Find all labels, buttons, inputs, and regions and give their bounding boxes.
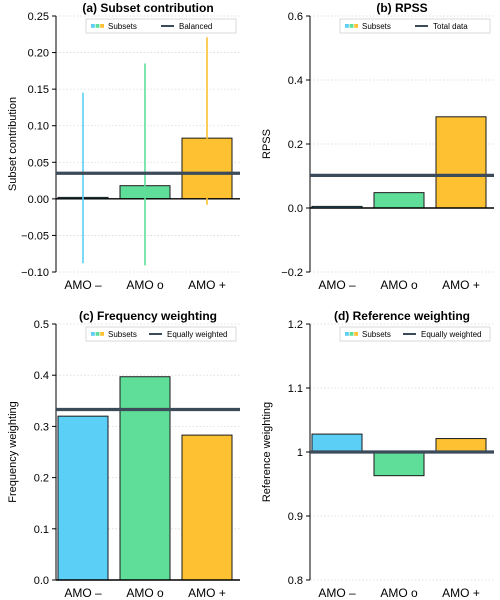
panel-1-y-axis-label: Subset contribution [7,97,19,191]
panel-4-legend-swatch-2 [349,332,354,336]
panel-2-y-axis-label: RPSS [261,129,273,159]
panel-3-y-tick-label: 0.0 [34,575,49,587]
panel-1-legend-swatch-2 [95,24,100,28]
panel-4-title: (d) Reference weighting [334,309,470,323]
panel-4-category-label-2: AMO o [380,586,418,600]
panel-1-title: (a) Subset contribution [82,1,213,15]
panel-2-y-tick-label: 0.0 [288,203,303,215]
panel-4-category-label-1: AMO – [318,586,356,600]
panel-3-title: (c) Frequency weighting [79,309,217,323]
panel-1: (a) Subset contribution −0.10 −0.05 0.00 0.0… [7,1,240,292]
panel-4-legend-swatch-3 [354,332,358,336]
panel-1-y-tick-label: −0.05 [21,230,49,242]
panel-1-y-tick-label: −0.10 [21,267,49,279]
panel-3-legend-reference-label: Equally weighted [167,330,227,339]
panel-3-y-axis-label: Frequency weighting [7,401,19,503]
panel-4-y-tick-label: 1.1 [288,383,303,395]
panel-4-y-tick-label: 0.8 [288,575,303,587]
panel-3-y-tick-label: 0.2 [34,473,49,485]
panel-1-y-tick-label: 0.00 [28,194,49,206]
panel-3-y-tick-label: 0.1 [34,524,49,536]
panel-4-bar-3 [435,438,487,453]
panel-3-legend-swatch-3 [100,332,104,336]
panel-2-y-tick-label: 0.2 [288,139,303,151]
panel-2-y-tick-label: −0.2 [281,267,303,279]
panel-2-bar-3 [435,116,487,209]
panel-4-category-label-3: AMO + [442,586,480,600]
panel-1-y-tick-label: 0.20 [28,48,49,60]
panel-2-category-label-2: AMO o [380,278,418,292]
panel-2-y-tick-label: 0.6 [288,11,303,23]
panel-4-legend-subsets-label: Subsets [362,330,391,339]
panel-4-bar-2 [373,451,425,477]
panel-2-bar-2 [373,192,425,209]
panel-2-y-tick-label: 0.4 [288,75,303,87]
panel-4-y-axis-label: Reference weighting [261,402,273,502]
panel-3-category-label-3: AMO + [188,586,226,600]
panel-2: (b) RPSS −0.2 0.0 0.2 0.4 0.6 RPSS AMO – AMO o AM… [261,1,494,292]
panel-4-y-tick-label: 1 [297,447,303,459]
panel-1-legend-swatch-1 [91,24,95,28]
panel-2-legend-swatch-1 [345,24,349,28]
panel-1-y-tick-label: 0.15 [28,84,49,96]
panel-3-bar-1 [57,415,109,581]
panel-3-category-label-2: AMO o [126,586,164,600]
panel-1-legend-subsets-label: Subsets [108,22,137,31]
panel-2-legend-reference-label: Total data [433,22,468,31]
panel-1-y-tick-label: 0.05 [28,157,49,169]
panel-2-legend-swatch-2 [349,24,354,28]
panel-2-title: (b) RPSS [376,1,427,15]
panel-3-bar-3 [181,434,233,581]
panel-3-y-tick-label: 0.5 [34,319,49,331]
panel-2-legend-swatch-3 [354,24,358,28]
panel-1-category-label-1: AMO – [64,278,102,292]
panel-1-y-tick-label: 0.10 [28,121,49,133]
panel-1-legend-reference-label: Balanced [179,22,212,31]
panel-4-bar-1 [311,433,363,453]
panel-1-y-tick-label: 0.25 [28,11,49,23]
panel-3-bar-2 [119,376,171,581]
panel-3-y-tick-label: 0.3 [34,421,49,433]
panel-1-category-label-2: AMO o [126,278,164,292]
panel-3-legend-swatch-2 [95,332,100,336]
panel-2-category-label-1: AMO – [318,278,356,292]
panel-3-legend-swatch-1 [91,332,95,336]
panel-2-legend-subsets-label: Subsets [362,22,391,31]
panel-4-legend-reference-label: Equally weighted [421,330,481,339]
panel-1-category-label-3: AMO + [188,278,226,292]
panel-4-legend-swatch-1 [345,332,349,336]
panel-1-legend-swatch-3 [100,24,104,28]
panel-4: (d) Reference weighting 0.8 0.9 1 1.1 1.2 Refe… [261,309,494,600]
panel-4-y-tick-label: 0.9 [288,511,303,523]
panel-3-y-tick-label: 0.4 [34,370,49,382]
panel-2-category-label-3: AMO + [442,278,480,292]
panel-4-y-tick-label: 1.2 [288,319,303,331]
panel-3-legend-subsets-label: Subsets [108,330,137,339]
panel-3: (c) Frequency weighting 0.0 0.1 0.2 0.3 0.4 0.… [7,309,240,600]
panel-3-category-label-1: AMO – [64,586,102,600]
